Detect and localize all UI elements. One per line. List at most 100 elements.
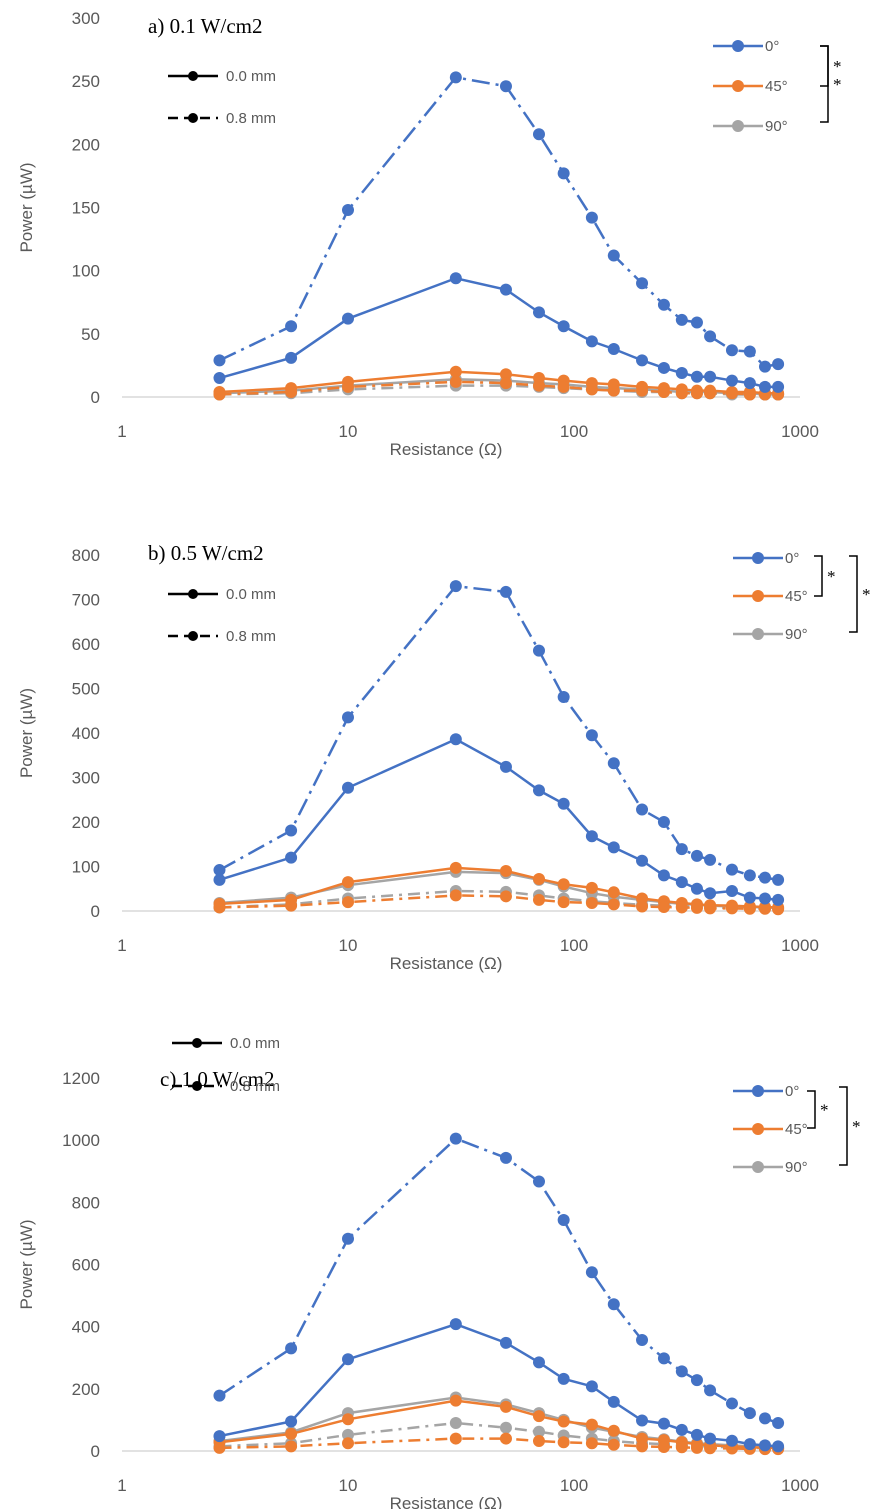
data-point bbox=[585, 383, 598, 396]
data-point bbox=[772, 903, 785, 916]
data-point bbox=[690, 370, 703, 383]
data-point bbox=[285, 824, 298, 837]
data-point bbox=[585, 830, 598, 843]
data-point bbox=[704, 887, 717, 900]
data-point bbox=[607, 1438, 620, 1451]
data-point bbox=[704, 902, 717, 915]
x-tick-label: 1000 bbox=[781, 422, 819, 441]
y-tick-label: 200 bbox=[72, 135, 100, 154]
data-point bbox=[342, 204, 354, 217]
legend-label: 0° bbox=[785, 550, 799, 567]
data-point bbox=[499, 1432, 512, 1445]
data-point bbox=[607, 886, 620, 899]
data-point bbox=[449, 861, 462, 874]
data-point bbox=[285, 320, 298, 333]
data-point bbox=[532, 872, 545, 885]
data-point bbox=[704, 387, 717, 400]
data-point bbox=[675, 1441, 688, 1454]
data-point bbox=[449, 272, 462, 285]
data-point bbox=[213, 1441, 226, 1454]
data-point bbox=[743, 891, 756, 904]
data-point bbox=[585, 1380, 598, 1393]
data-point bbox=[557, 690, 570, 703]
legend-label: 45° bbox=[785, 1121, 808, 1138]
data-point bbox=[557, 380, 570, 393]
data-point bbox=[557, 1372, 570, 1385]
y-tick-label: 0 bbox=[91, 388, 100, 407]
data-point bbox=[499, 1421, 512, 1434]
data-point bbox=[499, 760, 512, 773]
data-point bbox=[499, 890, 512, 903]
style-legend-label: 0.8 mm bbox=[226, 628, 276, 645]
legend-marker bbox=[732, 80, 744, 92]
legend-marker bbox=[752, 628, 764, 640]
data-point bbox=[607, 1298, 620, 1311]
data-point bbox=[772, 380, 785, 393]
panel-title: b) 0.5 W/cm2 bbox=[148, 541, 264, 565]
series-45deg-08 bbox=[213, 889, 785, 916]
data-point bbox=[725, 387, 738, 400]
data-point bbox=[725, 344, 738, 357]
data-point bbox=[449, 365, 462, 378]
x-tick-label: 1000 bbox=[781, 1476, 819, 1495]
chart-panel-2: 1 10 100 1000 0 100 200 300 400 500 600 700 800 Resis… bbox=[17, 541, 871, 973]
data-point bbox=[636, 803, 649, 816]
data-point bbox=[342, 1428, 354, 1441]
data-point bbox=[675, 901, 688, 914]
data-point bbox=[585, 1418, 598, 1431]
data-point bbox=[342, 312, 354, 325]
data-point bbox=[449, 889, 462, 902]
data-point bbox=[213, 388, 226, 401]
data-point bbox=[690, 882, 703, 895]
y-tick-label: 50 bbox=[81, 325, 100, 344]
y-tick-label: 300 bbox=[72, 769, 100, 788]
x-axis-label: Resistance (Ω) bbox=[390, 1494, 503, 1509]
legend-label: 45° bbox=[785, 588, 808, 605]
data-point bbox=[585, 729, 598, 742]
data-point bbox=[557, 797, 570, 810]
series-0deg-08 bbox=[213, 1132, 785, 1430]
data-point bbox=[636, 854, 649, 867]
data-point bbox=[285, 1415, 298, 1428]
data-point bbox=[499, 1151, 512, 1164]
legend-marker bbox=[752, 1085, 764, 1097]
data-point bbox=[758, 360, 771, 373]
data-point bbox=[213, 901, 226, 914]
x-tick-label: 10 bbox=[339, 422, 358, 441]
data-point bbox=[690, 849, 703, 862]
data-point bbox=[532, 1425, 545, 1438]
data-point bbox=[636, 1414, 649, 1427]
series-line bbox=[219, 737, 779, 902]
style-legend-marker bbox=[188, 113, 198, 123]
y-axis-label: Power (µW) bbox=[17, 688, 36, 778]
significance-label: * bbox=[820, 1101, 829, 1120]
style-legend-marker bbox=[192, 1038, 202, 1048]
data-point bbox=[449, 733, 462, 746]
data-point bbox=[342, 1232, 354, 1245]
significance-label: * bbox=[827, 567, 836, 586]
data-point bbox=[342, 1353, 354, 1366]
data-point bbox=[342, 1437, 354, 1450]
data-point bbox=[499, 1336, 512, 1349]
data-point bbox=[342, 1413, 354, 1426]
data-point bbox=[725, 374, 738, 387]
legend-marker bbox=[732, 120, 744, 132]
data-point bbox=[675, 1365, 688, 1378]
series-0deg-00 bbox=[213, 733, 785, 906]
data-point bbox=[213, 1389, 226, 1402]
y-tick-label: 400 bbox=[72, 1318, 100, 1337]
data-point bbox=[636, 1440, 649, 1453]
data-point bbox=[213, 1430, 226, 1443]
significance-label: * bbox=[852, 1117, 861, 1136]
data-point bbox=[772, 358, 785, 371]
style-legend-marker bbox=[188, 631, 198, 641]
data-point bbox=[772, 873, 785, 886]
data-point bbox=[725, 863, 738, 876]
style-legend-marker bbox=[188, 71, 198, 81]
x-tick-label: 100 bbox=[560, 422, 588, 441]
series-line bbox=[219, 276, 779, 389]
legend-label: 45° bbox=[765, 78, 788, 95]
style-legend-marker bbox=[192, 1081, 202, 1091]
style-legend-label: 0.8 mm bbox=[230, 1078, 280, 1095]
significance-label: * bbox=[833, 75, 842, 94]
